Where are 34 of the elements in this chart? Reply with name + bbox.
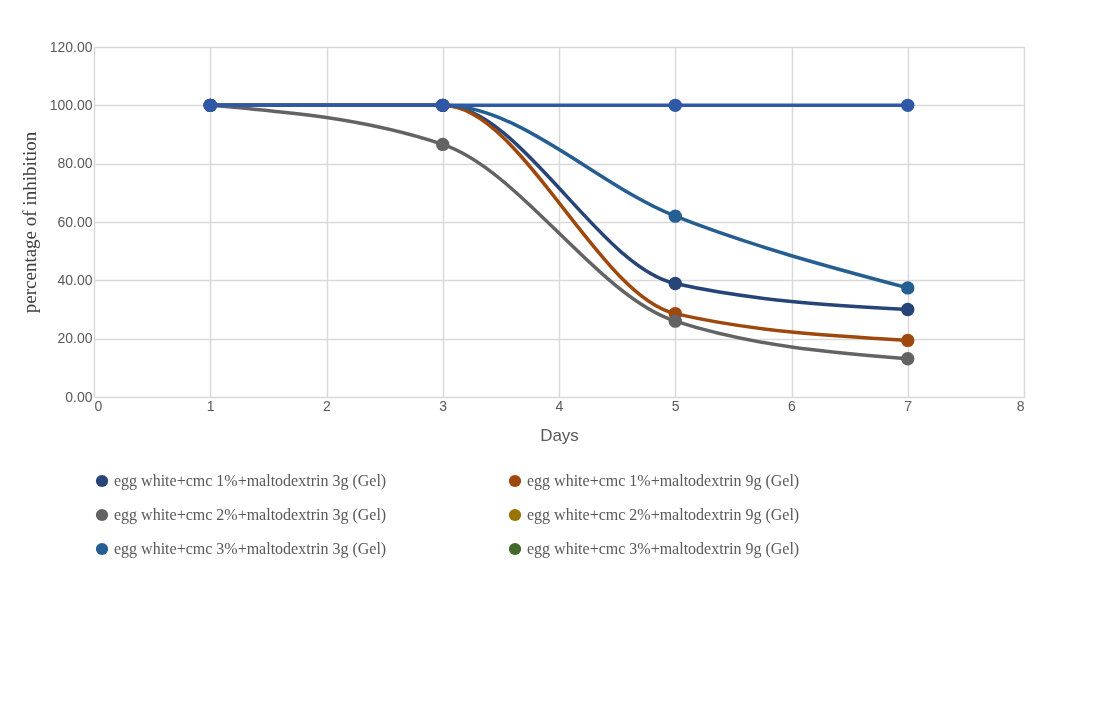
- y-tick-label: 100.00: [49, 96, 93, 113]
- y-tick-label: 20.00: [57, 330, 93, 347]
- x-tick-label: 1: [206, 397, 215, 414]
- y-tick-label: 80.00: [57, 155, 93, 172]
- legend-label: egg white+cmc 2%+maltodextrin 3g (Gel): [114, 506, 387, 524]
- point: [901, 333, 915, 348]
- point: [668, 276, 682, 291]
- point: [668, 314, 682, 328]
- x-tick-label: 8: [1016, 397, 1025, 414]
- x-tick-label: 6: [788, 397, 797, 414]
- point: [668, 98, 682, 113]
- x-tick-label: 3: [439, 397, 448, 414]
- y-tick-label: 120.00: [49, 38, 93, 55]
- point: [436, 137, 450, 152]
- x-tick-label: 5: [671, 397, 680, 414]
- legend-label: egg white+cmc 2%+maltodextrin 9g (Gel): [527, 506, 800, 524]
- x-tick-label: 7: [904, 397, 913, 414]
- x-axis-title: Days: [540, 425, 579, 445]
- point: [901, 281, 915, 295]
- y-tick-label: 40.00: [57, 271, 93, 288]
- point: [668, 209, 682, 223]
- legend-label: egg white+cmc 3%+maltodextrin 3g (Gel): [114, 540, 387, 558]
- x-tick-label: 2: [323, 397, 332, 414]
- legend-label: egg white+cmc 1%+maltodextrin 3g (Gel): [114, 472, 387, 490]
- legend-label: egg white+cmc 1%+maltodextrin 9g (Gel): [527, 472, 800, 490]
- x-tick-label: 0: [94, 397, 103, 414]
- point: [901, 352, 915, 366]
- point: [901, 98, 915, 113]
- y-tick-label: 0.00: [65, 388, 93, 405]
- y-tick-label: 60.00: [57, 213, 93, 230]
- legend-label: egg white+cmc 3%+maltodextrin 9g (Gel): [527, 540, 800, 558]
- point: [901, 302, 915, 317]
- x-tick-label: 4: [555, 397, 564, 414]
- y-axis-title: percentage of inhibition: [18, 131, 40, 314]
